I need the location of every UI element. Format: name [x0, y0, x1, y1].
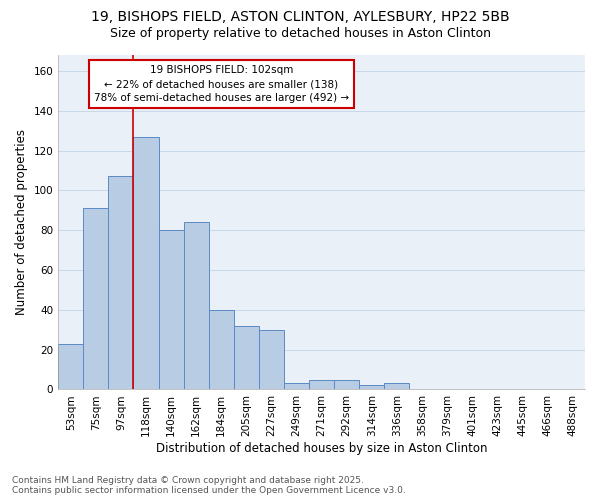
Bar	[259, 330, 284, 390]
Text: Contains HM Land Registry data © Crown copyright and database right 2025.
Contai: Contains HM Land Registry data © Crown c…	[12, 476, 406, 495]
Bar	[83, 208, 109, 390]
Bar	[133, 136, 158, 390]
Text: 19, BISHOPS FIELD, ASTON CLINTON, AYLESBURY, HP22 5BB: 19, BISHOPS FIELD, ASTON CLINTON, AYLESB…	[91, 10, 509, 24]
Text: Size of property relative to detached houses in Aston Clinton: Size of property relative to detached ho…	[110, 28, 491, 40]
X-axis label: Distribution of detached houses by size in Aston Clinton: Distribution of detached houses by size …	[156, 442, 487, 455]
Bar	[334, 380, 359, 390]
Bar	[385, 384, 409, 390]
Bar	[234, 326, 259, 390]
Bar	[58, 344, 83, 390]
Y-axis label: Number of detached properties: Number of detached properties	[15, 129, 28, 315]
Bar	[184, 222, 209, 390]
Bar	[209, 310, 234, 390]
Bar	[109, 176, 133, 390]
Text: 19 BISHOPS FIELD: 102sqm
← 22% of detached houses are smaller (138)
78% of semi-: 19 BISHOPS FIELD: 102sqm ← 22% of detach…	[94, 65, 349, 103]
Bar	[284, 384, 309, 390]
Bar	[158, 230, 184, 390]
Bar	[359, 386, 385, 390]
Bar	[309, 380, 334, 390]
